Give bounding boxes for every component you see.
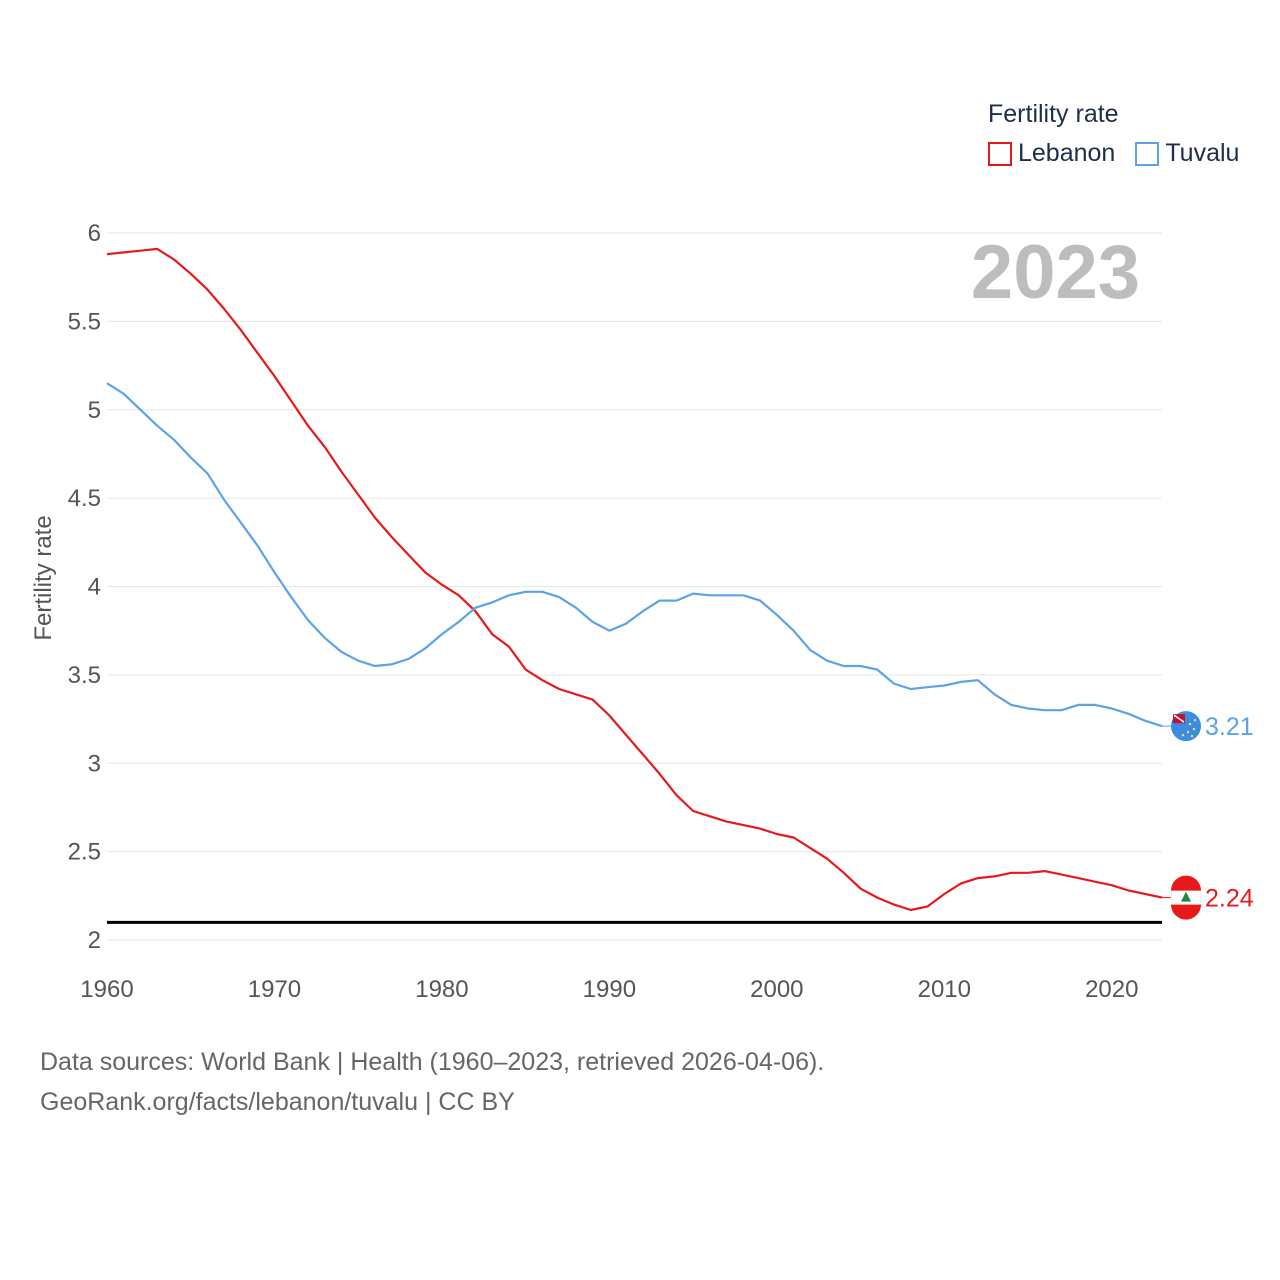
x-tick-label: 1960	[80, 976, 133, 1003]
y-tick-label: 6	[88, 220, 101, 247]
flag-lebanon-icon	[1170, 875, 1202, 920]
flag-tuvalu-icon	[1171, 711, 1201, 742]
attribution-line: GeoRank.org/facts/lebanon/tuvalu | CC BY	[40, 1088, 515, 1116]
flag-star	[1188, 722, 1192, 726]
flag-band-bottom	[1171, 904, 1201, 920]
y-tick-label: 2.5	[68, 839, 101, 866]
end-value-tuvalu: 3.21	[1205, 713, 1254, 741]
series-lines	[106, 247, 1163, 912]
x-tick-label: 1970	[248, 976, 301, 1003]
data-sources: Data sources: World Bank | Health (1960–…	[40, 1042, 824, 1122]
y-axis-ticks: 2 2.5 3 3.5 4 4.5 5 5.5 6	[68, 220, 101, 954]
end-markers: 2.24 3.21	[1162, 711, 1254, 920]
flag-star	[1192, 727, 1196, 731]
flag-star	[1193, 718, 1197, 722]
gridlines	[107, 232, 1162, 941]
x-tick-label: 1990	[583, 976, 636, 1003]
x-tick-label: 2020	[1085, 976, 1138, 1003]
cedar-icon	[1181, 891, 1191, 902]
y-tick-label: 5	[88, 397, 101, 424]
flag-star	[1186, 730, 1190, 734]
y-tick-label: 2	[88, 927, 101, 954]
y-tick-label: 3	[88, 750, 101, 777]
y-axis-label: Fertility rate	[30, 515, 57, 640]
legend-swatch-tuvalu	[1135, 141, 1160, 166]
y-tick-label: 5.5	[68, 308, 101, 335]
year-label: 2023	[971, 230, 1140, 315]
legend-item-lebanon[interactable]: Lebanon	[988, 139, 1115, 168]
legend-item-tuvalu[interactable]: Tuvalu	[1135, 139, 1239, 168]
legend: Fertility rate Lebanon Tuvalu	[988, 100, 1239, 168]
flag-star	[1190, 734, 1194, 738]
x-tick-label: 2010	[918, 976, 971, 1003]
series-line-lebanon	[106, 247, 1163, 912]
legend-label-tuvalu: Tuvalu	[1165, 139, 1240, 167]
y-tick-label: 3.5	[68, 662, 101, 689]
x-axis-ticks: 1960 1970 1980 1990 2000 2010 2020	[80, 976, 1138, 1003]
y-tick-label: 4	[88, 574, 101, 601]
y-tick-label: 4.5	[68, 485, 101, 512]
x-tick-label: 1980	[415, 976, 468, 1003]
sources-line: Data sources: World Bank | Health (1960–…	[40, 1048, 825, 1076]
x-tick-label: 2000	[750, 976, 803, 1003]
flag-star	[1181, 733, 1185, 737]
legend-label-lebanon: Lebanon	[1018, 139, 1116, 167]
series-line-tuvalu	[106, 382, 1163, 728]
flag-cross	[1173, 714, 1185, 723]
legend-swatch-lebanon	[988, 141, 1012, 166]
end-value-lebanon: 2.24	[1205, 885, 1254, 913]
legend-title: Fertility rate	[988, 100, 1119, 128]
flag-band-top	[1171, 875, 1201, 891]
